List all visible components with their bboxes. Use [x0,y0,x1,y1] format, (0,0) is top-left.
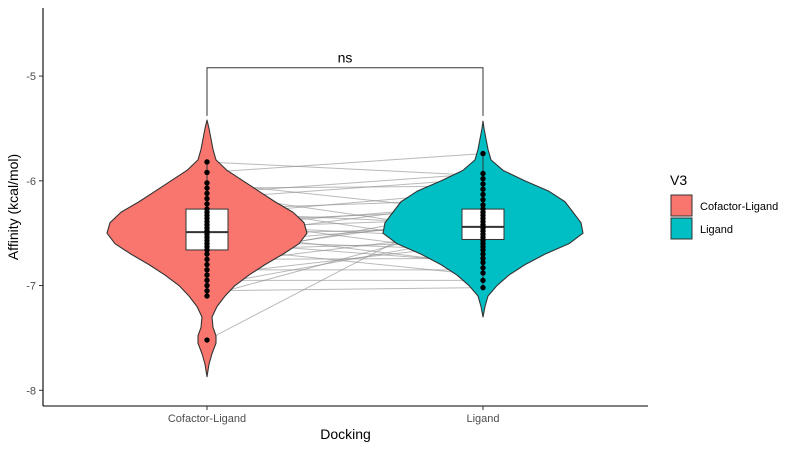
point-cofactor-ligand-25 [204,272,210,278]
point-ligand-6 [480,196,486,203]
significance-label: ns [338,50,353,66]
data-points [204,150,486,343]
bracket-line [206,67,484,116]
point-ligand-25 [480,265,486,271]
point-cofactor-ligand-21 [204,251,210,257]
y-tick-label: -6 [26,176,36,188]
significance-bracket: ns [206,50,484,116]
point-cofactor-ligand-27 [204,282,210,289]
legend-label: Cofactor-Ligand [700,201,778,213]
point-ligand-0 [480,150,486,157]
y-tick-label: -8 [26,385,36,397]
point-ligand-1 [480,170,486,177]
point-ligand-7 [480,202,486,208]
y-tick-label: -7 [26,281,36,293]
x-axis-title: Docking [320,426,371,442]
point-ligand-24 [480,259,486,266]
point-cofactor-ligand-2 [204,180,210,186]
paired-line-0 [206,161,484,177]
point-cofactor-ligand-30 [204,337,210,343]
legend: V3 Cofactor-Ligand Ligand [670,172,778,240]
point-cofactor-ligand-6 [204,201,210,207]
y-tick-label: -5 [26,71,36,83]
point-cofactor-ligand-28 [204,288,210,294]
legend-label: Ligand [700,224,733,236]
point-cofactor-ligand-23 [204,261,210,268]
legend-key-cofactor-ligand [670,194,693,217]
point-ligand-21 [480,247,486,253]
point-cofactor-ligand-1 [204,169,210,176]
point-ligand-26 [480,270,486,276]
point-cofactor-ligand-20 [204,247,210,253]
point-ligand-27 [480,277,486,284]
legend-key-ligand [670,217,693,240]
y-axis-title: Affinity (kcal/mol) [5,154,21,260]
x-tick-label: Ligand [466,413,499,425]
point-ligand-28 [480,284,486,291]
point-ligand-4 [480,186,486,192]
point-ligand-5 [480,191,486,198]
point-cofactor-ligand-4 [204,190,210,197]
violins [106,119,584,378]
paired-line-28 [206,287,484,292]
point-cofactor-ligand-29 [204,293,210,299]
point-cofactor-ligand-5 [204,195,210,202]
point-ligand-2 [480,176,486,182]
point-ligand-22 [480,251,486,257]
point-cofactor-ligand-22 [204,256,210,263]
x-tick-label: Cofactor-Ligand [168,413,246,425]
legend-title: V3 [670,172,687,188]
paired-line-1 [206,153,484,173]
point-cofactor-ligand-26 [204,277,210,284]
point-cofactor-ligand-24 [204,267,210,273]
axes: -5 -6 -7 -8 Cofactor-Ligand Ligand Docking Affi… [5,8,648,442]
point-cofactor-ligand-3 [204,185,210,191]
point-ligand-23 [480,255,486,262]
point-ligand-3 [480,181,486,187]
point-cofactor-ligand-0 [204,159,210,165]
